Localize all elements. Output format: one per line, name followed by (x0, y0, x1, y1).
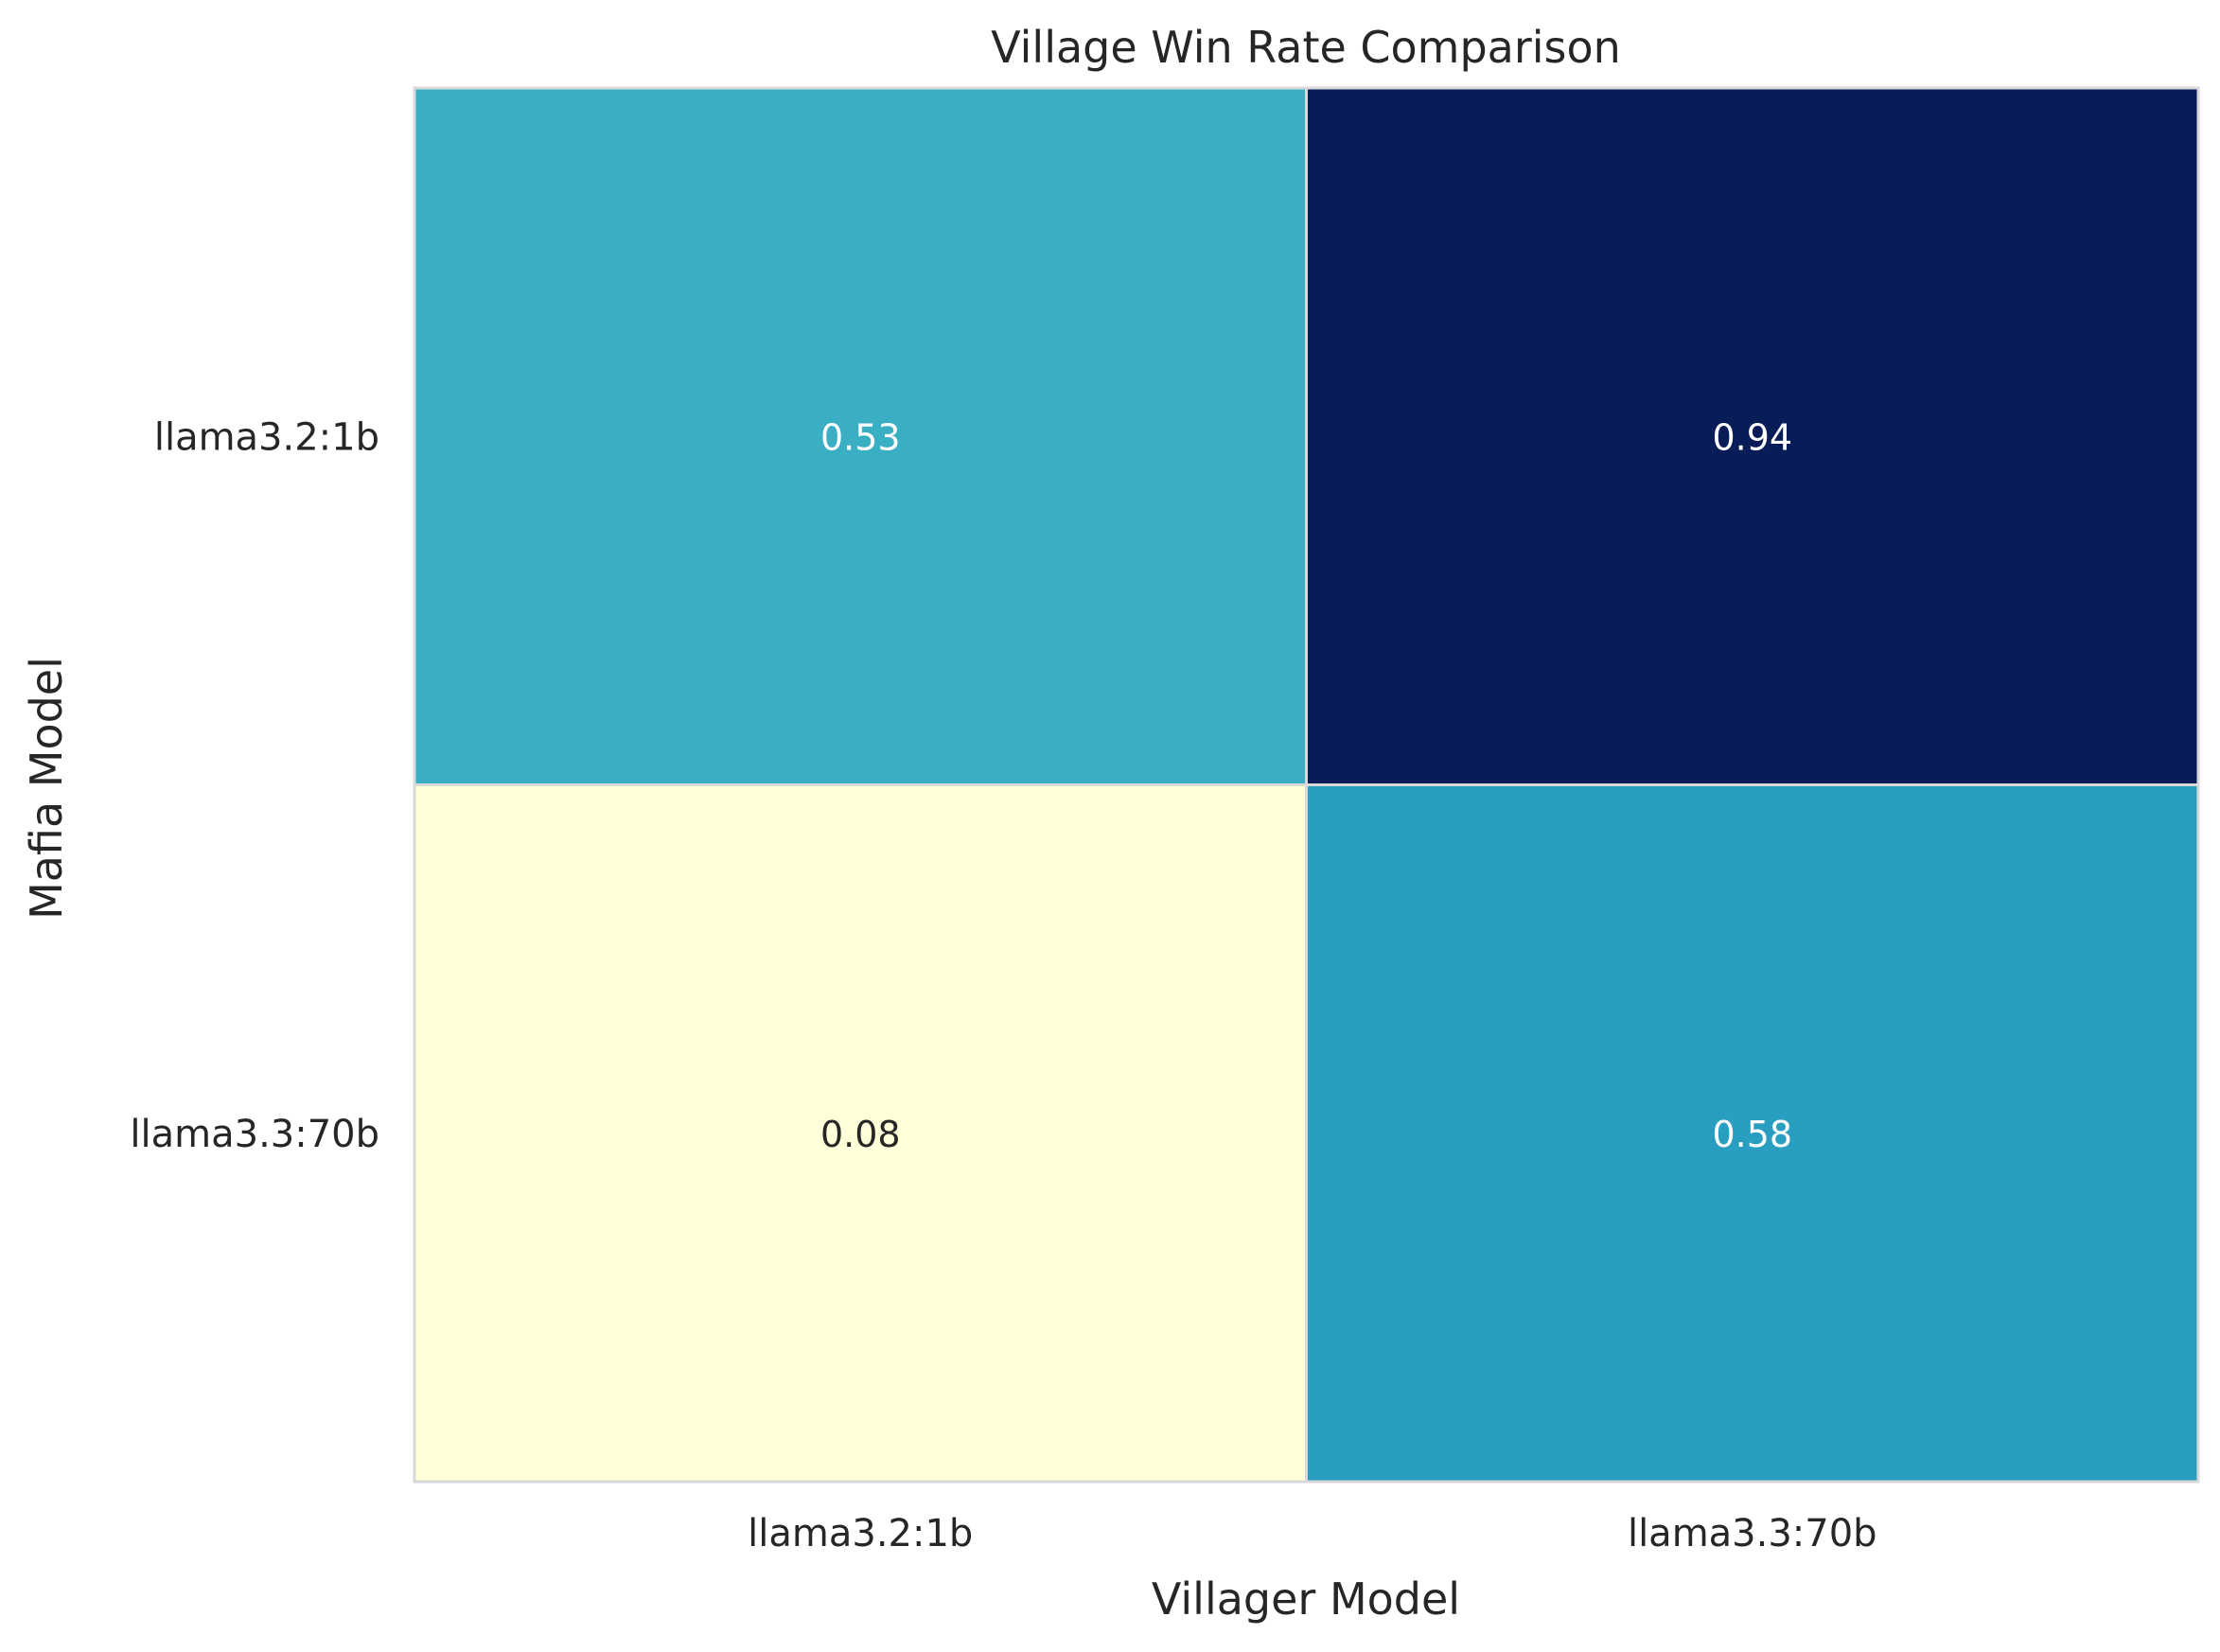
heatmap-cell-r0-c1 (1305, 86, 2200, 786)
y-tick-label: llama3.2:1b (154, 415, 379, 459)
x-tick-label: llama3.3:70b (1628, 1512, 1877, 1555)
x-tick-labels: llama3.2:1b llama3.3:70b (748, 1512, 1876, 1555)
heatmap-cells (413, 86, 2200, 1484)
heatmap-cell-r0-c0 (413, 86, 1308, 786)
x-axis-label: Villager Model (1152, 1573, 1460, 1625)
y-axis-label: Mafia Model (21, 657, 72, 920)
heatmap-cell-r1-c1 (1305, 783, 2200, 1484)
cell-value-label: 0.94 (1712, 416, 1792, 458)
x-tick-label: llama3.2:1b (748, 1512, 973, 1555)
heatmap-cell-r1-c0 (413, 783, 1308, 1484)
y-tick-label: llama3.3:70b (130, 1113, 379, 1156)
cell-value-label: 0.58 (1712, 1114, 1792, 1155)
heatmap-cell-labels: 0.53 0.94 0.08 0.58 (820, 416, 1792, 1155)
cell-value-label: 0.53 (820, 416, 901, 458)
cell-value-label: 0.08 (820, 1114, 901, 1155)
y-tick-labels: llama3.2:1b llama3.3:70b (130, 415, 379, 1156)
chart-title: Village Win Rate Comparison (991, 22, 1621, 73)
